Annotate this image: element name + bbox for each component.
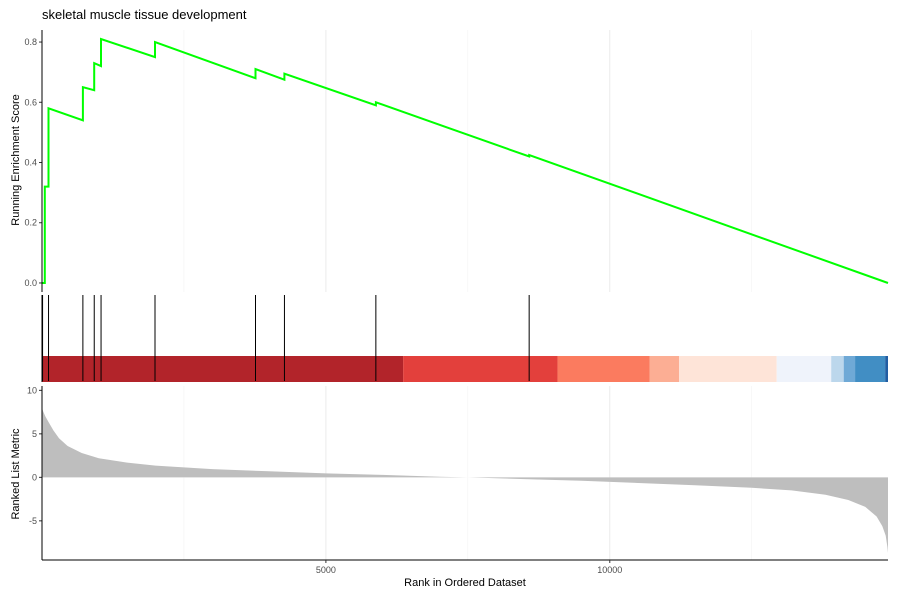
rank-color-segment <box>42 356 404 382</box>
running-score-panel: 0.0 0.2 0.4 0.6 0.8 <box>24 30 889 292</box>
y-tick-label: 0 <box>32 472 37 482</box>
rank-color-segment <box>403 356 558 382</box>
rank-color-segment <box>843 356 856 382</box>
x-tick-label: 10000 <box>597 565 622 575</box>
running-score-y-axis-label: Running Enrichment Score <box>10 94 22 225</box>
rank-color-segment <box>649 356 680 382</box>
y-tick-label: 0.6 <box>24 97 37 107</box>
y-tick-label: 10 <box>27 385 37 395</box>
running-score-line <box>42 37 889 284</box>
ranked-metric-y-axis-label: Ranked List Metric <box>10 428 22 520</box>
y-tick-label: 0.4 <box>24 158 37 168</box>
y-tick-label: 0.2 <box>24 218 37 228</box>
rank-color-segment <box>776 356 832 382</box>
y-tick-label: 0.0 <box>24 278 37 288</box>
ranked-metric-area <box>42 407 888 553</box>
rank-color-segment <box>831 356 844 382</box>
chart-title: skeletal muscle tissue development <box>42 7 247 22</box>
rank-color-segment <box>679 356 777 382</box>
rank-color-segment <box>855 356 886 382</box>
y-tick-label: -5 <box>29 516 37 526</box>
ranked-metric-panel: -5 0 5 10 5000 10000 <box>27 385 888 575</box>
rank-color-segment <box>557 356 650 382</box>
x-tick-label: 5000 <box>316 565 336 575</box>
rank-color-segment <box>885 356 888 382</box>
y-tick-label: 5 <box>32 429 37 439</box>
x-axis-label: Rank in Ordered Dataset <box>404 577 526 589</box>
gene-hit-panel <box>41 295 888 382</box>
y-tick-label: 0.8 <box>24 37 37 47</box>
